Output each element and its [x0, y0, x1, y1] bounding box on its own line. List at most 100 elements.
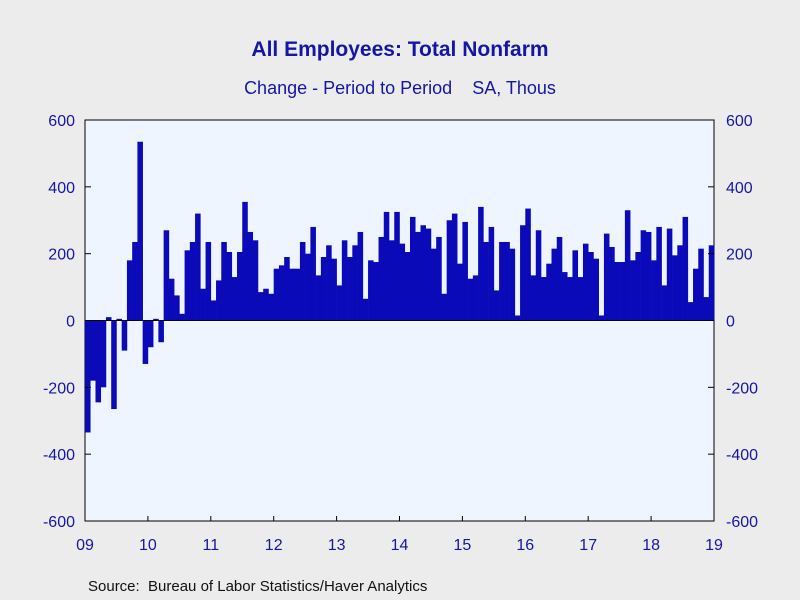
bar: [221, 241, 227, 321]
bar: [451, 213, 458, 321]
y-tick-label-right: 200: [726, 247, 753, 264]
bar: [163, 230, 170, 321]
bar: [142, 320, 149, 364]
bar: [168, 278, 175, 321]
y-tick-label-left: 200: [48, 247, 75, 264]
bar: [483, 241, 489, 321]
x-tick-label: 10: [139, 537, 157, 554]
bar: [111, 320, 117, 410]
bar: [556, 236, 563, 321]
bar: [105, 317, 112, 321]
bar: [158, 320, 164, 343]
bar: [619, 262, 626, 321]
bar: [247, 231, 254, 321]
y-tick-label-left: 0: [66, 314, 75, 331]
bar: [645, 231, 652, 321]
bar: [582, 243, 589, 321]
bar: [294, 268, 301, 321]
bar: [457, 263, 463, 321]
bar: [624, 210, 631, 321]
bar: [436, 236, 442, 321]
bar: [488, 226, 495, 321]
bar: [394, 211, 400, 321]
bar: [389, 240, 395, 321]
bar: [577, 277, 584, 321]
bar: [126, 260, 133, 321]
bar: [672, 255, 678, 321]
bar: [598, 315, 605, 321]
bar: [331, 258, 337, 321]
bar: [352, 245, 358, 321]
bar: [541, 277, 547, 321]
bar: [116, 318, 122, 321]
bar: [698, 248, 704, 321]
bar: [237, 252, 243, 321]
bar: [147, 320, 154, 348]
bar: [520, 225, 526, 321]
bar: [588, 252, 594, 321]
bar: [499, 241, 505, 321]
bar: [546, 263, 552, 321]
bar: [462, 221, 468, 321]
bar: [242, 201, 248, 321]
bar: [189, 241, 196, 321]
bar: [514, 315, 521, 321]
bar: [593, 258, 599, 321]
bar: [551, 248, 558, 321]
source-note: Source: Bureau of Labor Statistics/Haver…: [88, 578, 428, 595]
bar: [320, 257, 327, 321]
x-tick-label: 17: [579, 537, 597, 554]
bar: [205, 241, 212, 321]
bar: [373, 262, 379, 321]
bar: [399, 243, 406, 321]
bar: [609, 246, 615, 321]
bar: [666, 228, 673, 321]
bar: [95, 320, 102, 403]
bar: [682, 216, 689, 321]
bar: [525, 208, 531, 321]
bar: [289, 268, 295, 321]
bar: [132, 241, 138, 321]
bar: [368, 260, 374, 321]
bar: [326, 245, 332, 321]
bar: [493, 290, 500, 321]
bar: [315, 275, 322, 321]
bar: [693, 268, 699, 321]
bar: [614, 262, 620, 321]
x-tick-label: 18: [642, 537, 660, 554]
bar: [509, 248, 516, 321]
bar: [687, 302, 694, 321]
bar: [383, 211, 390, 321]
bar: [263, 288, 269, 321]
bar: [472, 275, 479, 321]
bar: [257, 292, 264, 321]
y-tick-label-right: 0: [726, 314, 735, 331]
bar: [703, 297, 710, 321]
x-tick-label: 11: [202, 537, 219, 554]
y-tick-label-right: -600: [726, 514, 758, 531]
bar: [467, 278, 474, 321]
bar: [184, 250, 191, 321]
bar: [252, 240, 259, 321]
bar: [478, 206, 484, 321]
x-axis: 09 10 11 12 13 14 15 16 17 18 19: [76, 516, 723, 554]
bars-group: [85, 141, 715, 433]
bar: [425, 228, 432, 321]
bar: [179, 313, 185, 321]
bar: [299, 241, 306, 321]
bar: [137, 141, 143, 321]
x-tick-label: 15: [454, 537, 472, 554]
bar: [347, 257, 353, 321]
x-tick-label: 12: [265, 537, 283, 554]
bar: [708, 245, 715, 321]
bar: [430, 248, 437, 321]
bar: [336, 285, 343, 321]
y-tick-label-left: 600: [48, 113, 75, 130]
y-tick-label-right: -400: [726, 447, 758, 464]
bar: [273, 268, 280, 321]
bar: [409, 216, 416, 321]
x-tick-label: 19: [705, 537, 723, 554]
bar: [630, 260, 636, 321]
bar: [195, 213, 201, 321]
